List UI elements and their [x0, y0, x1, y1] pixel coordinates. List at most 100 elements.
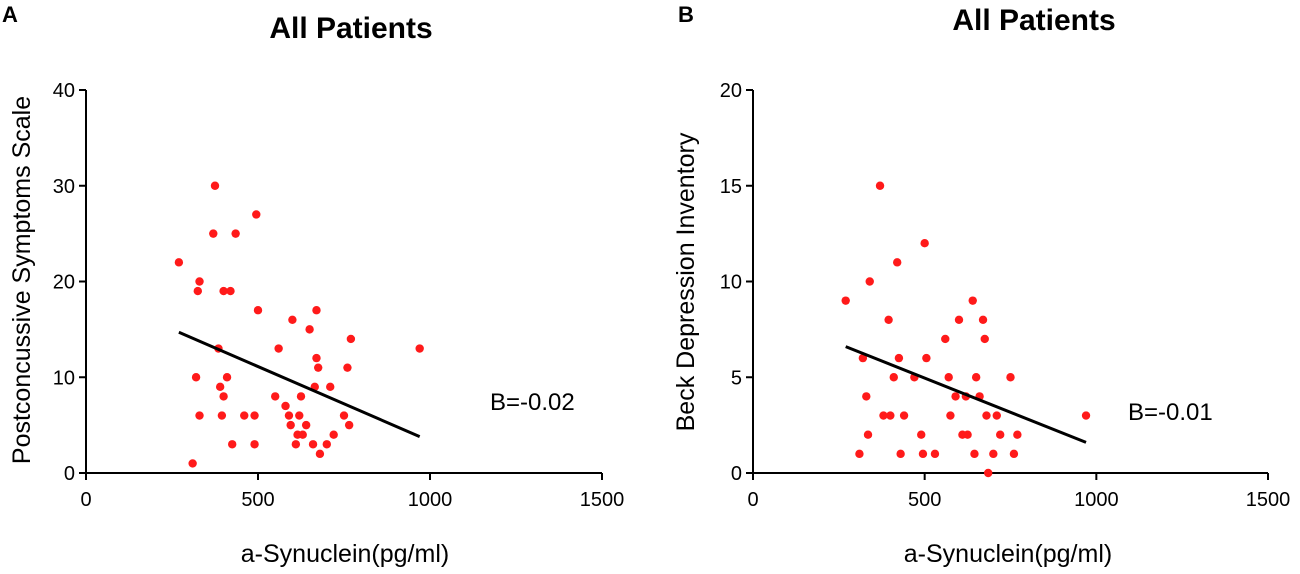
x-tick-label-b-0: 0	[747, 489, 758, 511]
data-point-b-40	[1006, 373, 1015, 382]
data-point-a-5	[195, 411, 204, 420]
data-point-b-10	[889, 373, 898, 382]
data-point-b-4	[863, 430, 873, 439]
y-tick-label-b-2: 10	[720, 272, 742, 294]
annotation-a: B=-0.02	[490, 389, 575, 416]
data-point-a-21	[253, 306, 263, 315]
data-point-a-16	[231, 229, 240, 238]
y-tick-label-a-0: 0	[64, 463, 75, 485]
data-point-a-30	[295, 411, 304, 420]
data-point-b-35	[982, 411, 991, 420]
data-point-a-9	[215, 382, 225, 392]
data-point-a-23	[274, 344, 283, 353]
data-point-b-9	[886, 411, 895, 420]
data-point-b-24	[951, 392, 960, 401]
y-tick-label-a-3: 30	[53, 176, 75, 198]
data-point-a-14	[226, 286, 235, 296]
data-point-a-15	[228, 440, 237, 449]
data-point-a-12	[219, 392, 228, 401]
y-tick-label-b-3: 15	[720, 176, 742, 198]
data-point-b-33	[978, 315, 988, 324]
panel-label-b: B	[678, 2, 694, 27]
data-point-b-20	[930, 449, 940, 459]
data-point-b-43	[1081, 411, 1091, 420]
data-point-a-38	[312, 353, 321, 363]
data-point-a-4	[195, 277, 204, 286]
chart-title-b: All Patients	[952, 4, 1115, 37]
data-point-b-28	[963, 430, 972, 439]
annotation-b: B=-0.01	[1128, 399, 1213, 426]
data-point-b-30	[970, 449, 979, 459]
data-point-a-33	[301, 420, 311, 430]
data-point-a-18	[250, 440, 259, 449]
data-point-a-42	[326, 382, 335, 392]
data-point-a-26	[286, 420, 295, 430]
data-point-a-22	[271, 392, 280, 401]
data-point-a-2	[191, 373, 201, 382]
data-point-a-31	[296, 392, 306, 401]
data-point-b-16	[917, 430, 926, 439]
data-point-a-46	[344, 420, 354, 430]
data-point-a-34	[305, 325, 314, 334]
data-point-a-47	[346, 334, 356, 344]
x-tick-label-a-0: 0	[80, 489, 91, 511]
chart-title-a: All Patients	[269, 12, 432, 45]
data-point-b-5	[865, 277, 874, 286]
panel-a: A All Patients Postconcussive Symptoms S…	[2, 2, 624, 568]
data-point-a-25	[284, 411, 294, 420]
data-point-b-19	[922, 353, 931, 363]
data-point-b-8	[884, 315, 893, 324]
panel-label-a: A	[2, 2, 18, 27]
x-tick-label-b-1: 500	[908, 489, 941, 511]
y-tick-label-b-1: 5	[731, 367, 742, 389]
data-point-a-3	[193, 286, 202, 296]
data-point-b-31	[971, 373, 981, 382]
data-point-b-11	[893, 258, 902, 267]
data-point-a-13	[222, 373, 232, 382]
x-tick-label-a-3: 1500	[580, 489, 625, 511]
data-point-a-19	[250, 411, 259, 420]
data-point-a-7	[210, 181, 220, 190]
data-point-b-41	[1009, 449, 1019, 459]
data-point-b-42	[1013, 430, 1022, 439]
data-point-a-10	[217, 411, 227, 420]
data-point-b-13	[896, 449, 905, 459]
y-tick-label-a-2: 20	[53, 272, 75, 294]
data-point-a-41	[322, 440, 331, 449]
data-point-b-12	[894, 353, 904, 363]
panel-b: B All Patients Beck Depression Inventory…	[672, 2, 1290, 568]
y-tick-label-a-1: 10	[53, 367, 75, 389]
data-point-b-36	[983, 468, 993, 478]
data-point-a-24	[281, 401, 290, 411]
data-point-b-7	[879, 411, 888, 420]
regression-line-a	[178, 330, 421, 438]
data-point-b-39	[996, 430, 1005, 439]
data-point-b-0	[841, 296, 850, 305]
data-point-a-0	[174, 258, 184, 267]
x-tick-label-a-2: 1000	[408, 489, 453, 511]
data-point-b-22	[944, 373, 953, 382]
data-point-a-48	[415, 344, 424, 353]
data-point-b-2	[858, 353, 868, 363]
data-point-a-27	[288, 315, 297, 324]
data-point-b-3	[862, 392, 871, 401]
data-point-a-35	[308, 440, 318, 449]
y-tick-label-b-0: 0	[731, 463, 742, 485]
data-point-a-44	[339, 411, 349, 420]
data-point-a-32	[298, 430, 307, 439]
data-point-b-6	[875, 181, 885, 190]
data-point-b-25	[954, 315, 964, 324]
data-point-a-40	[315, 449, 325, 459]
data-point-a-43	[329, 430, 338, 439]
y-tick-label-b-4: 20	[720, 80, 742, 102]
data-point-a-37	[312, 306, 321, 315]
y-tick-label-a-4: 40	[53, 80, 75, 102]
data-point-b-37	[989, 449, 998, 459]
data-point-a-6	[209, 229, 218, 238]
regression-line-b	[845, 345, 1087, 444]
data-point-a-1	[188, 459, 197, 468]
data-point-b-34	[980, 334, 989, 344]
data-point-b-21	[941, 334, 950, 344]
y-axis-label-b: Beck Depression Inventory	[672, 132, 700, 431]
x-tick-label-b-3: 1500	[1246, 489, 1291, 511]
